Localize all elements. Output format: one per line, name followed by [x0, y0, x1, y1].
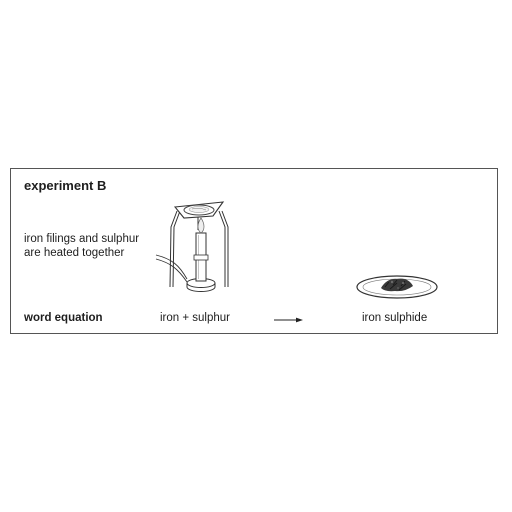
product-text: iron sulphide	[362, 312, 428, 324]
reaction-arrow-icon	[274, 317, 303, 323]
description-line-2: are heated together	[24, 247, 125, 259]
word-equation-label: word equation	[24, 312, 103, 324]
experiment-illustration	[155, 201, 438, 323]
experiment-description: iron filings and sulphur are heated toge…	[24, 232, 139, 260]
experiment-b-panel: experiment B iron filings and sulphur ar…	[10, 168, 498, 334]
experiment-title: experiment B	[24, 178, 107, 193]
tripod-burner-icon	[155, 201, 229, 292]
product-dish-icon	[356, 275, 438, 299]
description-line-1: iron filings and sulphur	[24, 233, 140, 245]
reactants-text: iron + sulphur	[160, 312, 230, 324]
